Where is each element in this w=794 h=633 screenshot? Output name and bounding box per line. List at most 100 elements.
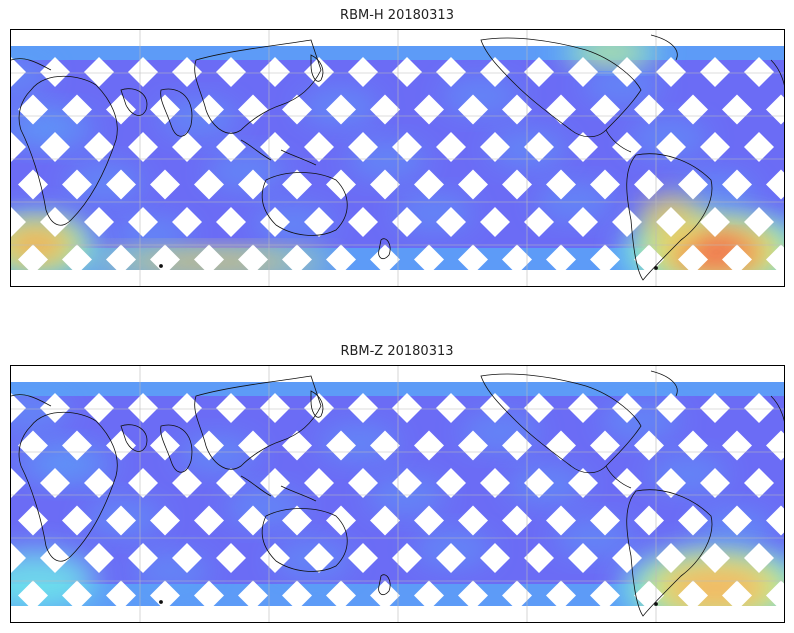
swath-gap	[150, 244, 180, 270]
swath-gap	[40, 132, 70, 162]
swath-gap	[238, 430, 268, 461]
coastline	[626, 489, 713, 617]
island	[159, 264, 163, 268]
swath-gap	[524, 132, 554, 162]
hotspot-north-atlantic-edge	[572, 46, 650, 62]
swath-gap	[700, 207, 730, 237]
swath-gap	[722, 244, 752, 270]
swath-gap	[172, 132, 202, 162]
swath-gap	[612, 393, 642, 423]
swath-gap	[326, 169, 356, 200]
swath-gap	[194, 430, 224, 461]
swath-gap	[590, 505, 620, 536]
swath-gap	[216, 207, 246, 237]
coastline	[480, 37, 642, 138]
swath-gap	[194, 244, 224, 270]
swath-gap	[62, 169, 92, 200]
swath-gap	[150, 580, 180, 606]
coastline	[378, 238, 391, 259]
swath-gap	[11, 393, 26, 423]
swath-gap	[480, 393, 510, 423]
swath-gap	[216, 393, 246, 423]
swath-gap	[612, 132, 642, 162]
swath-gap	[722, 580, 752, 606]
swath-gap	[392, 543, 422, 573]
swath-gap	[634, 244, 664, 270]
swath-gap	[502, 505, 532, 536]
swath-gap	[238, 580, 268, 606]
swath-gap	[128, 468, 158, 498]
swath-gap	[282, 505, 312, 536]
swath-gap	[172, 393, 202, 423]
swath-gap	[700, 543, 730, 573]
swath-gap	[568, 393, 598, 423]
swath-gap	[282, 169, 312, 200]
swath-gap	[568, 57, 598, 87]
swath-gap	[524, 57, 554, 87]
swath-gap	[546, 580, 576, 606]
coastline	[310, 54, 324, 82]
swath-gap	[128, 132, 158, 162]
swath-gap	[194, 94, 224, 125]
swath-gap	[568, 207, 598, 237]
swath-gap	[62, 580, 92, 606]
coastline	[650, 34, 678, 61]
swath-gap	[436, 57, 466, 87]
swath-gap	[238, 94, 268, 125]
swath-gap	[194, 169, 224, 200]
swath-gap	[84, 468, 114, 498]
coastline	[261, 508, 348, 572]
swath-gap	[216, 57, 246, 87]
coastline	[194, 39, 322, 134]
coastline	[11, 394, 784, 422]
swath-gap	[744, 207, 774, 237]
swath-gap	[414, 244, 444, 270]
coastlines	[11, 370, 784, 617]
swath-gap	[678, 580, 708, 606]
swath-gap	[458, 430, 488, 461]
swath-gap	[634, 505, 664, 536]
swath-gap	[722, 169, 752, 200]
swath-gap	[194, 580, 224, 606]
swath-gap	[436, 132, 466, 162]
swath-gap	[590, 580, 620, 606]
coastline	[11, 58, 784, 86]
swath-gap	[612, 57, 642, 87]
swath-gap	[436, 543, 466, 573]
swath-gap	[106, 244, 136, 270]
swath-gap	[128, 57, 158, 87]
swath-gap	[348, 207, 378, 237]
swath-layer	[11, 366, 784, 622]
swath-gap	[304, 393, 334, 423]
swath-gap	[700, 57, 730, 87]
island	[654, 602, 658, 606]
coastline	[480, 373, 642, 474]
coastline	[240, 139, 317, 166]
swath-gap	[634, 430, 664, 461]
swath-gap	[172, 207, 202, 237]
swath-gap	[326, 94, 356, 125]
swath-gap	[84, 57, 114, 87]
swath-gap	[18, 94, 48, 125]
coastline	[194, 375, 322, 470]
swath-gap	[590, 94, 620, 125]
swath-gap	[62, 94, 92, 125]
swath-gap	[18, 244, 48, 270]
swath-gap	[370, 430, 400, 461]
swath-gap	[172, 468, 202, 498]
coastline	[650, 370, 678, 397]
swath-gap	[656, 57, 686, 87]
swath-gap	[612, 543, 642, 573]
swath-gap	[304, 132, 334, 162]
swath-gap	[392, 468, 422, 498]
swath-gap	[656, 543, 686, 573]
swath-gap	[106, 580, 136, 606]
swath-gap	[766, 169, 784, 200]
swath-gap	[84, 393, 114, 423]
swath-gap	[128, 207, 158, 237]
swath-gap	[546, 244, 576, 270]
swath-gap	[18, 169, 48, 200]
swath-layer	[11, 30, 784, 286]
swath-gap	[480, 207, 510, 237]
swath-gap	[326, 430, 356, 461]
